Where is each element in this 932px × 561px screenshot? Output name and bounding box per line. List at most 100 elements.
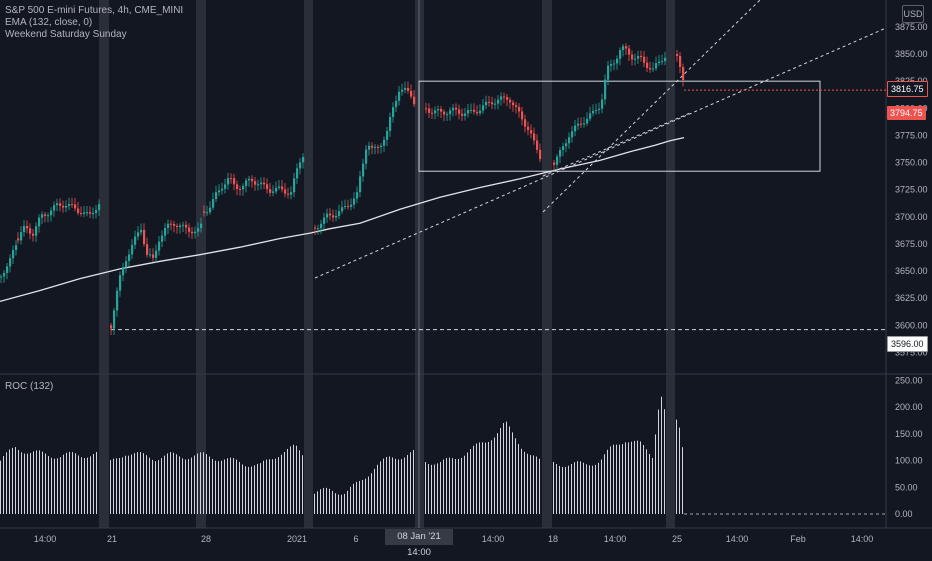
candle-body [494,103,497,105]
candle-body [245,180,248,186]
roc-bar [485,442,486,514]
roc-bar [574,462,575,514]
candle-body [269,189,272,193]
candle-body [428,108,431,113]
roc-bar [278,457,279,514]
candle-body [290,192,293,195]
roc-bar [568,465,569,514]
roc-bar [377,464,378,514]
roc-bar [458,458,459,514]
roc-bar [553,461,554,514]
candle-body [592,110,595,114]
roc-bar [404,457,405,514]
ema-legend: EMA (132, close, 0) [5,17,93,28]
candle-body [77,208,80,213]
roc-bar [371,473,372,514]
candle-body [437,108,440,111]
currency-button[interactable]: USD [902,5,924,23]
candle-body [254,181,257,185]
roc-bar [616,444,617,514]
price-tick-label: 3850.00 [895,49,928,59]
roc-bar [664,409,665,514]
candle-body [359,176,362,193]
roc-bar [218,461,219,514]
roc-bar [437,463,438,514]
candle-body [362,163,365,177]
roc-bar [464,455,465,514]
candle-body [44,214,47,216]
candle-body [446,114,449,116]
roc-bar [236,459,237,514]
roc-bar [661,396,662,514]
candle-body [323,217,326,224]
roc-bar [30,452,31,514]
candle-body [185,224,188,228]
weekend-band [99,0,109,528]
roc-bar [374,468,375,514]
candle-body [461,113,464,116]
candle-body [173,224,176,226]
candles-group [0,43,685,336]
candle-body [503,96,506,98]
candle-body [568,137,571,144]
candle-body [610,64,613,66]
candle-body [320,223,323,229]
price-tick-label: 3600.00 [895,320,928,330]
candle-body [646,62,649,69]
candle-body [413,96,416,105]
price-tick-label: 3625.00 [895,293,928,303]
roc-bar [679,427,680,514]
roc-bar [182,458,183,514]
candle-body [443,111,446,115]
roc-bar [36,450,37,514]
roc-bar [524,451,525,514]
roc-bar [676,419,677,514]
roc-bar [179,456,180,514]
candle-body [341,207,344,212]
price-tick-label: 3575.00 [895,347,928,357]
roc-bar [173,452,174,514]
candle-body [275,187,278,192]
time-tick-label: 14:00 [604,534,627,544]
candle-body [116,290,119,311]
roc-bar [257,463,258,514]
roc-bar [9,449,10,514]
roc-bar [191,457,192,514]
candle-body [485,101,488,106]
candle-body [598,108,601,110]
candle-body [368,145,371,150]
roc-bar [613,444,614,514]
roc-bar [24,453,25,514]
candle-body [604,79,607,100]
candle-body [131,244,134,255]
roc-bar [143,453,144,514]
roc-bar [125,455,126,514]
roc-bar [149,457,150,514]
candle-body [161,235,164,242]
roc-bar [233,458,234,514]
roc-bar [449,457,450,514]
candle-body [128,254,131,262]
roc-bar [604,454,605,514]
candle-body [197,228,200,232]
roc-bar [284,451,285,514]
price-tick-label: 3725.00 [895,185,928,195]
roc-bar [407,454,408,514]
time-tick-label: 14:00 [851,534,874,544]
roc-bar [392,457,393,514]
ema-line [0,136,685,303]
roc-bar [299,450,300,514]
candle-body [565,143,568,147]
candle-body [410,90,413,97]
roc-bar [386,457,387,514]
roc-bar [625,442,626,514]
roc-bar [389,456,390,514]
roc-bar [380,461,381,514]
candle-body [35,226,38,236]
roc-bar [194,455,195,514]
candle-body [643,56,646,63]
price-tag-last-close: 3816.75 [887,81,928,97]
roc-bar [110,460,111,514]
roc-bar [93,453,94,514]
